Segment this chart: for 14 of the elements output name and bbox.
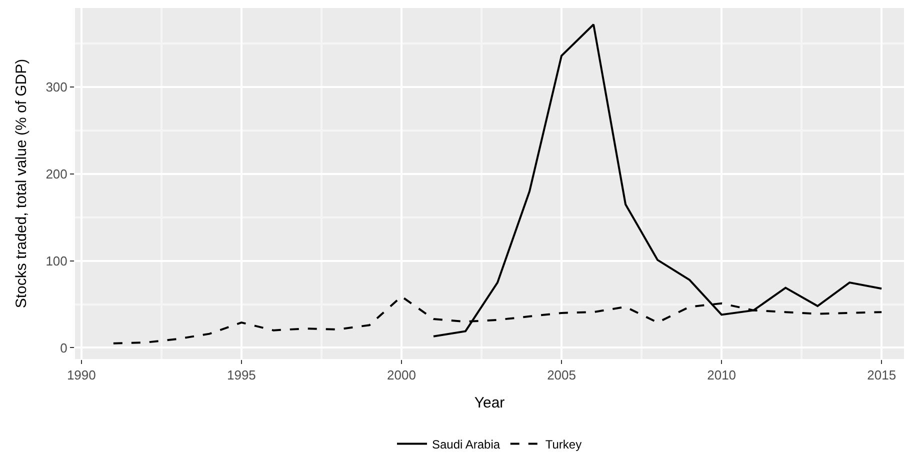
legend-label: Saudi Arabia <box>432 437 500 452</box>
x-tick-label: 2010 <box>707 368 736 383</box>
legend-label: Turkey <box>545 437 582 452</box>
x-tick-label: 1995 <box>226 368 256 383</box>
x-tick-label: 1990 <box>66 368 96 383</box>
y-axis-title: Stocks traded, total value (% of GDP) <box>12 58 30 308</box>
x-tick-label: 2015 <box>867 368 896 383</box>
y-tick-label: 100 <box>46 253 68 268</box>
y-tick-label: 200 <box>46 166 68 182</box>
x-tick-label: 2005 <box>547 368 576 383</box>
y-tick-label: 0 <box>60 340 68 356</box>
y-tick-label: 300 <box>46 80 68 95</box>
x-axis-title: Year <box>474 394 505 412</box>
x-tick-label: 2000 <box>387 368 416 383</box>
